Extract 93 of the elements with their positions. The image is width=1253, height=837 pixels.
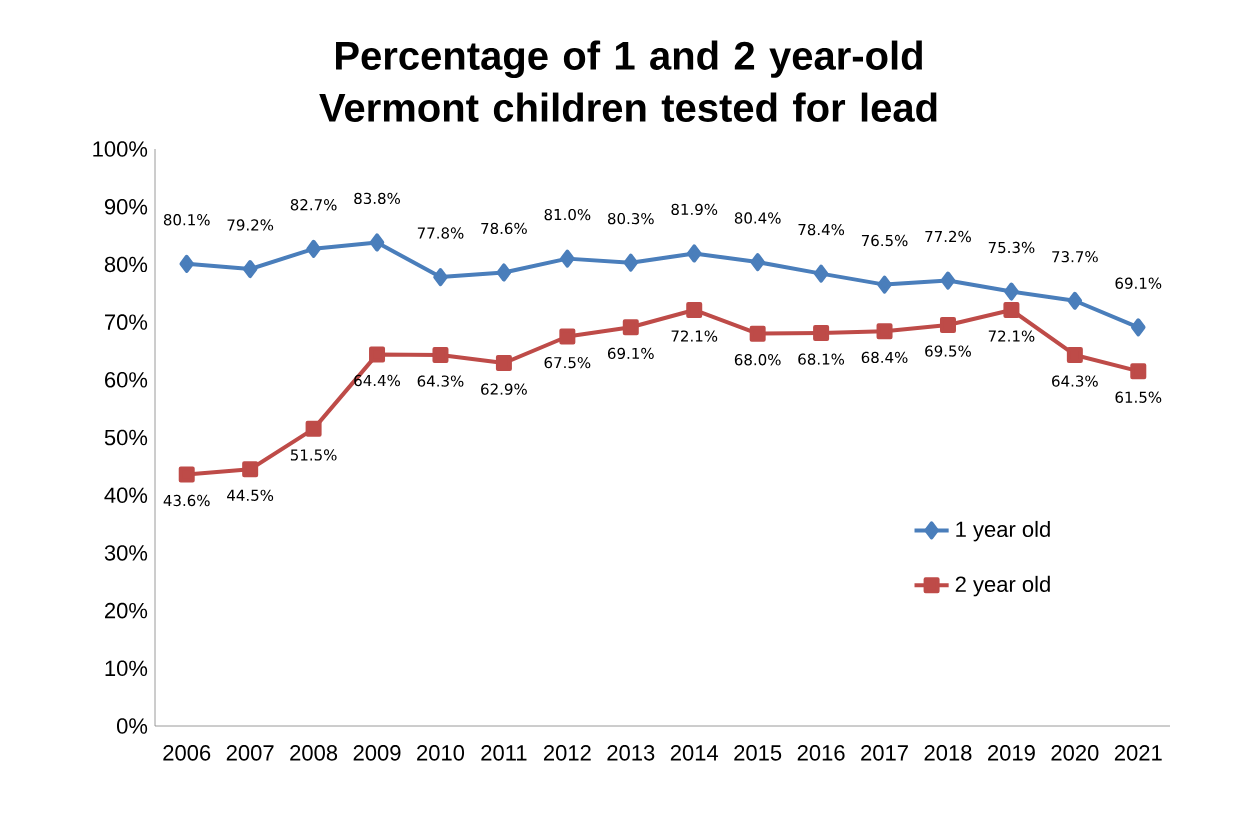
x-tick-label: 2018 [924,745,972,761]
data-label: 72.1% [988,330,1035,342]
point [305,420,322,437]
y-tick-label: 40% [104,487,148,503]
point [369,346,386,363]
point [1003,301,1020,318]
point [940,271,956,290]
x-tick-label: 2006 [163,745,211,761]
point [496,263,512,282]
y-tick-label: 10% [105,660,148,677]
legend-label: 2 year old [955,575,1050,597]
data-label: 77.8% [417,227,464,239]
data-label: 73.7% [1052,251,1098,263]
x-tick-label: 2017 [861,745,908,761]
y-tick-label: 30% [104,545,148,561]
data-label: 61.5% [1115,391,1162,403]
point [622,319,639,336]
point [242,260,258,279]
point [432,346,449,363]
data-label: 80.4% [734,212,781,224]
y-tick-label: 50% [104,429,148,446]
point [559,328,576,345]
point [750,253,765,272]
point [178,466,195,483]
point [1130,363,1147,380]
y-tick-label: 60% [105,372,148,388]
point [495,355,512,372]
x-tick-label: 2008 [290,745,338,761]
data-label: 68.4% [861,351,908,364]
point [560,249,575,268]
data-label: 81.9% [671,203,718,216]
point [813,325,830,342]
y-tick-label: 90% [104,198,148,215]
data-label: 67.5% [544,356,591,369]
point [306,239,321,258]
data-label: 82.7% [290,199,337,211]
data-label: 64.3% [417,375,464,387]
y-tick-label: 70% [105,314,148,330]
data-label: 68.0% [734,354,781,366]
x-tick-label: 2021 [1114,745,1162,761]
x-tick-label: 2014 [670,745,719,761]
point [939,316,956,333]
point [686,244,702,263]
x-tick-label: 2007 [226,745,274,761]
y-tick-label: 80% [104,256,148,273]
point [623,253,639,272]
point [433,268,448,287]
point [369,233,385,252]
x-tick-label: 2015 [734,745,782,761]
data-label: 80.3% [607,212,654,225]
data-label: 72.1% [671,330,718,342]
data-label: 69.1% [1115,277,1162,289]
data-label: 78.4% [798,223,845,236]
x-tick-label: 2010 [417,745,465,761]
data-label: 62.9% [481,383,527,395]
point [1066,346,1083,363]
data-label: 81.0% [544,208,591,221]
data-label: 69.5% [925,345,971,357]
data-label: 43.6% [163,494,210,507]
data-label: 83.8% [354,192,401,205]
data-label: 64.3% [1052,375,1098,387]
x-tick-label: 2012 [543,745,591,761]
x-tick-label: 2009 [353,745,401,761]
chart-title: Percentage of 1 and 2 year-old Vermont children tested for lead [319,40,937,122]
point [876,323,893,340]
point [1131,318,1146,337]
x-tick-label: 2013 [607,745,655,761]
data-label: 76.5% [861,234,908,247]
data-label: 79.2% [227,219,274,231]
data-label: 80.1% [163,214,210,226]
data-label: 77.2% [925,230,971,243]
x-tick-label: 2016 [797,745,845,761]
y-tick-label: 20% [105,602,148,619]
data-label: 78.6% [481,222,527,235]
x-tick-label: 2011 [481,745,527,761]
x-tick-label: 2020 [1051,745,1099,761]
point [813,264,829,283]
legend-label: 1 year old [956,520,1050,542]
point [686,301,703,318]
point [242,461,259,478]
data-label: 51.5% [290,449,337,461]
data-label: 44.5% [227,489,274,501]
data-label: 69.1% [608,347,654,360]
y-tick-label: 0% [116,718,148,734]
x-tick-label: 2019 [988,745,1035,761]
data-label: 75.3% [988,241,1035,254]
y-tick-label: 100% [93,141,148,157]
point [1067,291,1083,310]
point [877,275,892,294]
point [179,254,194,273]
point [749,325,766,342]
data-label: 68.1% [798,353,845,365]
point [1004,282,1019,301]
